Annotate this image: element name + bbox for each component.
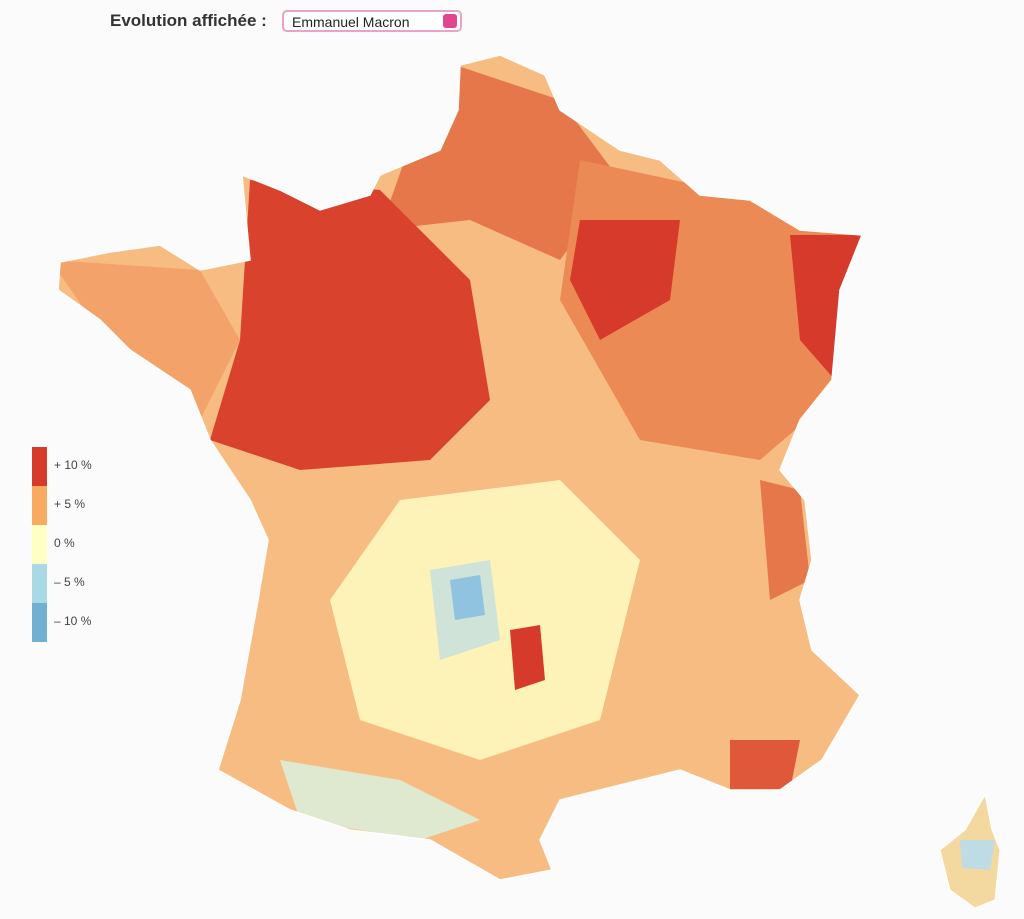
candidate-select[interactable]: Emmanuel Macron [282, 10, 462, 32]
region [790, 235, 862, 380]
select-arrow [443, 14, 457, 28]
region [570, 220, 680, 340]
region [760, 480, 810, 600]
legend-swatch [32, 486, 47, 525]
legend-swatch [32, 525, 47, 564]
corsica-region [960, 840, 995, 870]
legend-swatch [32, 447, 47, 486]
france-map [57, 54, 1001, 909]
legend-label: – 10 % [54, 614, 92, 628]
legend-swatch [32, 603, 47, 642]
map-regions [58, 55, 862, 880]
legend-label: – 5 % [54, 575, 85, 589]
region [210, 180, 490, 470]
region [450, 575, 485, 620]
region [730, 740, 800, 790]
region [58, 260, 240, 420]
legend-label: 0 % [54, 536, 75, 550]
legend-label: + 10 % [54, 458, 92, 472]
legend-label: + 5 % [54, 497, 86, 511]
select-value: Emmanuel Macron [292, 14, 410, 30]
selector-label: Evolution affichée : [110, 11, 267, 30]
legend-swatch [32, 564, 47, 603]
region [280, 760, 480, 840]
region [510, 625, 545, 690]
